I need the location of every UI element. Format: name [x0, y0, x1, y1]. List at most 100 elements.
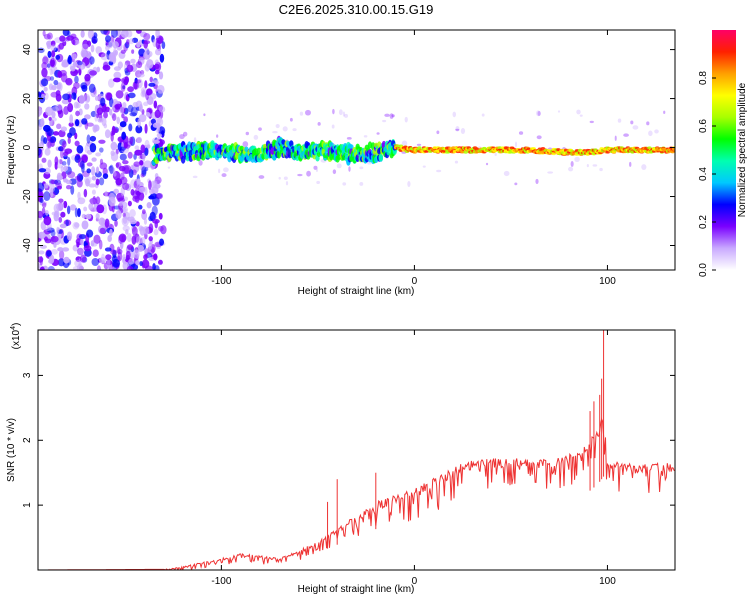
heatmap-cell — [112, 41, 119, 49]
heatmap-cell — [503, 170, 510, 177]
heatmap-cell — [76, 179, 83, 188]
heatmap-cell — [127, 151, 133, 159]
heatmap-cell — [336, 163, 342, 169]
heatmap-cell — [86, 168, 92, 174]
heatmap-cell — [79, 160, 85, 170]
heatmap-cell — [43, 236, 48, 241]
heatmap-cell — [72, 53, 77, 60]
heatmap-cell — [91, 36, 98, 44]
heatmap-cell — [148, 256, 155, 262]
heatmap-cell — [672, 147, 675, 151]
heatmap-cell — [58, 129, 66, 138]
heatmap-cell — [57, 44, 61, 53]
heatmap-cell — [143, 39, 149, 49]
heatmap-cell — [38, 210, 43, 219]
heatmap-cell — [60, 203, 65, 209]
heatmap-cell — [104, 247, 112, 252]
heatmap-cell — [123, 196, 129, 201]
snr-x-label: Height of straight line (km) — [298, 584, 415, 595]
heatmap-cell — [48, 254, 55, 264]
spectrogram-frame — [37, 29, 676, 271]
heatmap-cell — [76, 241, 80, 248]
heatmap-cell — [40, 265, 45, 270]
heatmap-cell — [407, 181, 411, 187]
heatmap-cell — [87, 30, 95, 39]
heatmap-cell — [102, 64, 111, 71]
heatmap-cell — [46, 250, 52, 257]
snr-y-tick-label: 2 — [22, 437, 33, 443]
heatmap-cell — [59, 159, 63, 165]
heatmap-cell — [131, 49, 135, 54]
heatmap-cell — [108, 196, 116, 207]
heatmap-cell — [50, 44, 57, 52]
heatmap-cell — [132, 80, 140, 90]
heatmap-cell — [514, 182, 518, 186]
heatmap-cell — [130, 188, 135, 196]
heatmap-cell — [89, 56, 95, 65]
heatmap-cell — [121, 165, 130, 175]
heatmap-cell — [391, 114, 395, 118]
heatmap-cell — [38, 191, 44, 199]
heatmap-cell — [48, 83, 54, 91]
heatmap-cell — [65, 77, 73, 86]
heatmap-cell — [90, 242, 98, 247]
heatmap-cell — [122, 225, 130, 232]
heatmap-cell — [138, 104, 143, 112]
heatmap-cell — [53, 79, 59, 86]
heatmap-cell — [130, 58, 136, 64]
heatmap-cell — [90, 110, 97, 118]
heatmap-cell — [122, 182, 130, 191]
heatmap-cell — [332, 108, 335, 115]
heatmap-cell — [342, 111, 346, 117]
heatmap-cell — [589, 120, 594, 124]
heatmap-cell — [57, 109, 64, 119]
heatmap-cell — [38, 168, 47, 173]
heatmap-cell — [297, 173, 303, 177]
heatmap-cell — [47, 159, 52, 168]
heatmap-cell — [54, 179, 62, 186]
snr-y-label: SNR (10 * v/v) — [6, 418, 17, 482]
heatmap-cell — [100, 30, 108, 35]
heatmap-cell — [105, 254, 112, 261]
heatmap-cell — [89, 135, 97, 142]
heatmap-cell — [63, 256, 70, 264]
heatmap-cell — [112, 50, 117, 58]
heatmap-cell — [67, 30, 71, 37]
heatmap-cell — [46, 227, 55, 233]
heatmap-cell — [123, 116, 129, 123]
heatmap-cell — [83, 245, 92, 252]
spectrogram-y-tick-label: 40 — [22, 44, 33, 56]
heatmap-cell — [43, 33, 51, 40]
heatmap-cell — [56, 185, 62, 190]
heatmap-cell — [154, 265, 160, 270]
heatmap-cell — [122, 85, 126, 90]
heatmap-cell — [70, 33, 77, 39]
heatmap-cell — [218, 168, 221, 174]
heatmap-cell — [90, 166, 96, 176]
heatmap-cell — [149, 211, 156, 222]
heatmap-cell — [72, 61, 79, 67]
heatmap-cell — [136, 136, 142, 144]
heatmap-cell — [137, 244, 145, 252]
heatmap-cell — [55, 93, 62, 102]
heatmap-cell — [49, 68, 53, 76]
heatmap-cell — [38, 47, 45, 54]
heatmap-cell — [198, 160, 203, 166]
heatmap-cell — [56, 82, 62, 90]
heatmap-cell — [136, 61, 143, 69]
spectrogram-y-tick-label: 20 — [22, 93, 33, 105]
heatmap-cell — [614, 135, 617, 141]
heatmap-cell — [131, 226, 138, 236]
snr-frame — [37, 329, 676, 571]
heatmap-cell — [182, 131, 188, 137]
heatmap-cell — [145, 91, 149, 101]
heatmap-cell — [115, 90, 124, 99]
heatmap-cell — [91, 257, 100, 267]
heatmap-cell — [122, 216, 128, 224]
heatmap-cell — [58, 250, 65, 260]
heatmap-cell — [150, 93, 157, 100]
heatmap-cell — [285, 181, 289, 186]
heatmap-cell — [38, 231, 46, 239]
heatmap-cell — [378, 153, 384, 162]
heatmap-cell — [70, 185, 75, 195]
